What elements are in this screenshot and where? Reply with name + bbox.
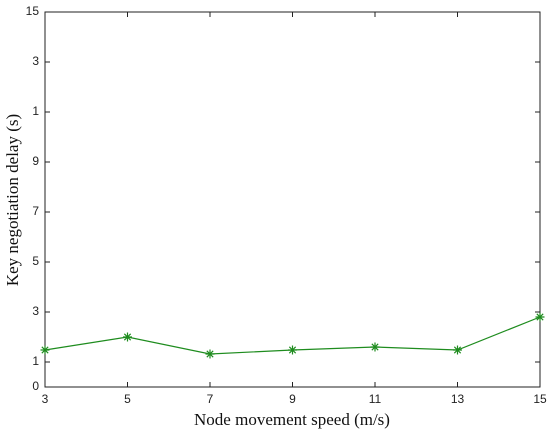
y-tick-label: 1 (32, 354, 39, 368)
x-tick-label: 15 (533, 392, 547, 406)
y-tick-label: 9 (32, 154, 39, 168)
x-axis-title: Node movement speed (m/s) (194, 410, 390, 429)
x-tick-label: 13 (451, 392, 465, 406)
marker (370, 342, 380, 352)
marker (453, 345, 462, 355)
x-tick-label: 3 (42, 392, 49, 406)
x-tick-label: 9 (289, 392, 296, 406)
x-tick-label: 11 (369, 392, 382, 406)
plot-frame (44, 11, 541, 388)
y-tick-label: 1 (32, 104, 39, 118)
marker (40, 345, 50, 355)
marker (123, 332, 132, 342)
y-tick-label: 15 (26, 4, 40, 18)
y-tick-label: 3 (32, 304, 39, 318)
y-tick-label: 7 (32, 204, 39, 218)
y-axis-title: Key negotiation delay (s) (3, 114, 22, 286)
x-tick-label: 5 (124, 392, 131, 406)
marker (205, 349, 215, 359)
y-tick-label: 5 (32, 254, 39, 268)
marker (535, 312, 545, 322)
marker (288, 345, 297, 355)
y-tick-label: 3 (32, 54, 39, 68)
y-tick-label: 0 (32, 379, 39, 393)
x-tick-label: 7 (207, 392, 214, 406)
